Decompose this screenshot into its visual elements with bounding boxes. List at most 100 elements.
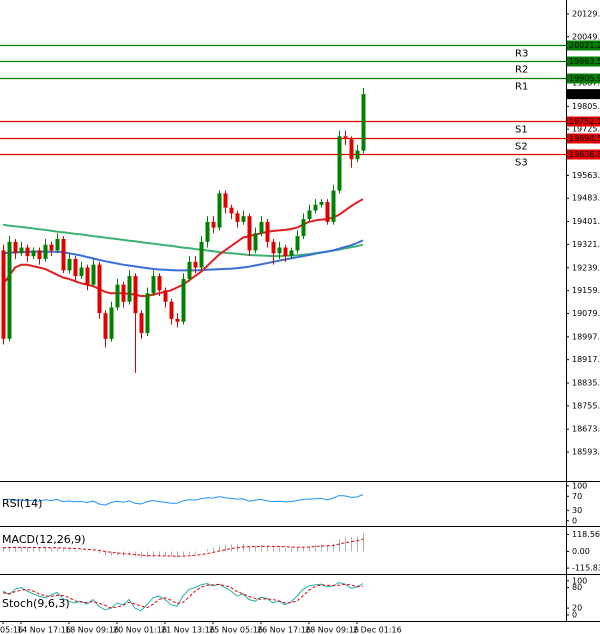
candle-body	[163, 290, 168, 302]
candle-body	[55, 239, 60, 251]
candle-body	[13, 241, 18, 254]
candle-body	[43, 244, 48, 259]
candle-body	[289, 250, 294, 257]
level-name: S2	[515, 142, 528, 153]
y-tick-label: 19079.0	[572, 309, 600, 318]
x-tick-label: 28 Nov 09:16	[305, 626, 359, 634]
level-name: R1	[515, 82, 528, 93]
candle-body	[61, 239, 66, 271]
candle-body	[277, 247, 282, 254]
candle-body	[265, 221, 270, 242]
candle-body	[175, 318, 180, 322]
candle-body	[133, 276, 138, 314]
y-tick-label: 19159.0	[572, 286, 600, 295]
candle-body	[331, 190, 336, 222]
candle-body	[337, 136, 342, 191]
level-name: R3	[515, 49, 528, 60]
candle-body	[325, 201, 330, 222]
level-price-label: 19752.1	[569, 117, 600, 126]
candle-body	[151, 276, 156, 294]
candle-body	[145, 293, 150, 334]
candle-body	[295, 236, 300, 251]
candle-body	[19, 247, 24, 254]
level-price-label: 20021.2	[569, 41, 600, 50]
level-name: R2	[515, 65, 528, 76]
candle-body	[109, 307, 114, 339]
level-price-label: 19694.5	[569, 134, 600, 143]
candle-body	[187, 261, 192, 279]
indicator-line	[2, 583, 364, 609]
level-price-label: 19636.8	[569, 150, 600, 159]
candle-body	[259, 221, 264, 234]
y-tick-label: 18997.0	[572, 332, 600, 341]
x-tick-label: 26 Nov 17:16	[257, 626, 311, 634]
indicator-line	[2, 494, 364, 506]
candle-body	[169, 301, 174, 319]
x-tick-label: 2 Dec 01:16	[353, 626, 402, 634]
candle-body	[319, 201, 324, 205]
candle-body	[301, 219, 306, 237]
candle-body	[313, 204, 318, 211]
y-tick-label: 80	[572, 583, 582, 592]
candle-body	[343, 136, 348, 140]
y-tick-label: 19401.0	[572, 217, 600, 226]
y-tick-label: 20	[572, 604, 582, 613]
level-price-label: 19905.9	[569, 74, 600, 83]
candle-body	[193, 261, 198, 268]
level-price-box	[567, 73, 600, 84]
candle-body	[349, 139, 354, 160]
candle-body	[157, 276, 162, 291]
last-price-box	[567, 89, 600, 100]
y-tick-label: 0	[572, 610, 577, 619]
candle-body	[127, 276, 132, 302]
y-tick-label: 118.56	[572, 530, 600, 539]
moving-average	[2, 223, 364, 258]
y-tick-label: 19483.0	[572, 194, 600, 203]
y-tick-label: 0	[572, 516, 577, 525]
candle-body	[115, 284, 120, 308]
y-tick-label: 100	[572, 481, 587, 490]
y-tick-label: 18673.0	[572, 425, 600, 434]
candle-body	[247, 216, 252, 251]
y-tick-label: 0.00	[572, 547, 590, 556]
candle-body	[67, 258, 72, 271]
y-tick-label: 18593.0	[572, 448, 600, 457]
candle-body	[1, 250, 6, 339]
indicator-line	[2, 538, 364, 557]
indicator-line	[2, 581, 364, 612]
level-price-box	[567, 56, 600, 67]
y-tick-label: 19805.0	[572, 102, 600, 111]
level-price-box	[567, 133, 600, 144]
level-name: S1	[515, 125, 528, 136]
candle-body	[49, 244, 54, 251]
candle-body	[31, 250, 36, 257]
candle-body	[253, 233, 258, 251]
y-tick-label: -115.83	[572, 564, 600, 573]
candle-body	[361, 94, 366, 151]
candle-body	[307, 210, 312, 220]
y-tick-label: 19725.0	[572, 125, 600, 134]
candle-body	[37, 250, 42, 259]
level-price-box	[567, 149, 600, 160]
x-tick-label: 21 Nov 13:16	[161, 626, 215, 634]
y-tick-label: 30	[572, 506, 582, 515]
candle-body	[139, 313, 144, 334]
y-tick-label: 20049.0	[572, 32, 600, 41]
candle-body	[211, 221, 216, 228]
y-tick-label: 70	[572, 492, 582, 501]
candle-body	[283, 247, 288, 257]
candle-body	[7, 241, 12, 339]
candle-body	[235, 213, 240, 222]
candle-body	[121, 284, 126, 302]
candle-body	[25, 247, 30, 257]
x-tick-label: 18 Nov 09:16	[65, 626, 119, 634]
y-tick-label: 100	[572, 576, 587, 585]
candle-body	[79, 267, 84, 277]
level-name: S3	[515, 158, 528, 169]
y-tick-label: 18835.0	[572, 379, 600, 388]
x-tick-label: 14 Nov 17:16	[17, 626, 71, 634]
level-price-box	[567, 116, 600, 127]
candle-body	[271, 241, 276, 254]
